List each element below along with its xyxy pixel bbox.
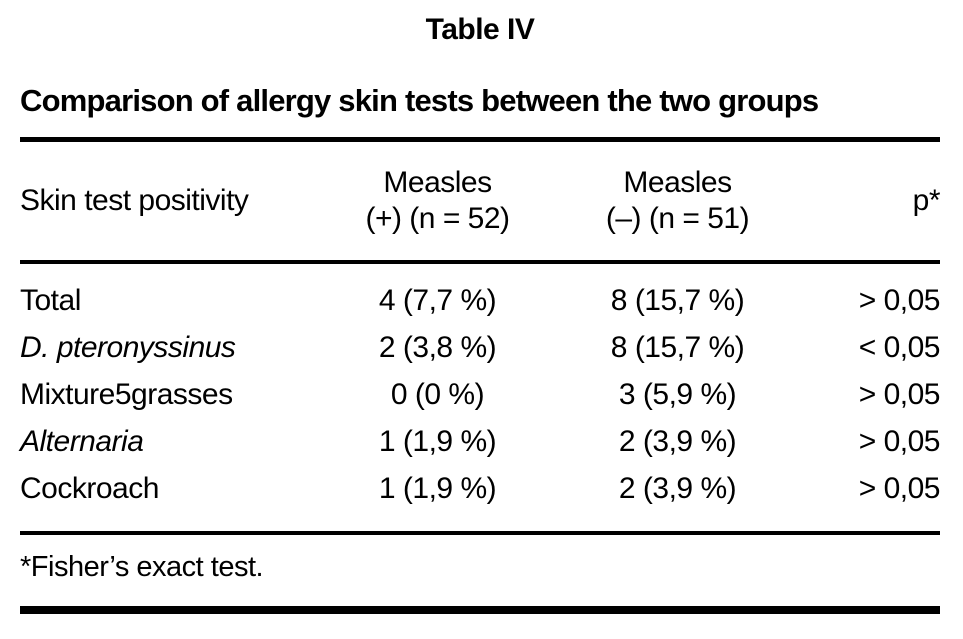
table-header-row: Skin test positivity Measles (+) (n = 52… [20, 142, 941, 260]
row-label: D. pteronyssinus [20, 330, 236, 364]
column-header-p-value: p* [912, 184, 941, 217]
table-body: Total 4 (7,7 %) 8 (15,7 %) > 0,05 D. pte… [20, 264, 941, 531]
column-header-measles-negative-line2: (–) (n = 51) [605, 202, 750, 235]
table-row-alternaria: Alternaria 1 (1,9 %) 2 (3,9 %) > 0,05 [20, 418, 941, 465]
cell-measles-positive: 1 (1,9 %) [378, 471, 497, 505]
cell-p-value: > 0,05 [858, 283, 941, 317]
cell-p-value: > 0,05 [858, 471, 941, 505]
table-row-d-pteronyssinus: D. pteronyssinus 2 (3,8 %) 8 (15,7 %) < … [20, 324, 941, 371]
table-row-mixture5grasses: Mixture5grasses 0 (0 %) 3 (5,9 %) > 0,05 [20, 371, 941, 418]
cell-p-value: > 0,05 [858, 424, 941, 458]
cell-measles-positive: 1 (1,9 %) [378, 424, 497, 458]
column-header-measles-negative: Measles (–) (n = 51) [555, 165, 800, 237]
cell-measles-negative: 3 (5,9 %) [618, 377, 737, 411]
row-label: Mixture5grasses [20, 377, 233, 411]
row-label: Total [20, 283, 81, 317]
row-label: Cockroach [20, 471, 159, 505]
table-title: Comparison of allergy skin tests between… [20, 83, 819, 118]
cell-measles-positive: 0 (0 %) [390, 377, 485, 411]
column-header-measles-positive-line1: Measles [383, 166, 492, 199]
table-footnote: *Fisher’s exact test. [20, 551, 264, 583]
table-number-label: Table IV [425, 13, 535, 46]
cell-measles-negative: 8 (15,7 %) [610, 283, 745, 317]
bottom-rule [20, 606, 940, 614]
cell-measles-negative: 2 (3,9 %) [618, 424, 737, 458]
cell-p-value: > 0,05 [858, 377, 941, 411]
header-rule [20, 260, 940, 264]
cell-p-value: < 0,05 [858, 330, 941, 364]
column-header-skin-test-positivity: Skin test positivity [20, 184, 249, 217]
column-header-measles-positive-line2: (+) (n = 52) [365, 202, 510, 235]
table-row-cockroach: Cockroach 1 (1,9 %) 2 (3,9 %) > 0,05 [20, 465, 941, 512]
top-rule [20, 137, 940, 142]
footer-rule [20, 531, 940, 535]
cell-measles-positive: 2 (3,8 %) [378, 330, 497, 364]
row-label: Alternaria [20, 424, 144, 458]
column-header-measles-negative-line1: Measles [623, 166, 732, 199]
cell-measles-positive: 4 (7,7 %) [378, 283, 497, 317]
cell-measles-negative: 8 (15,7 %) [610, 330, 745, 364]
column-header-measles-positive: Measles (+) (n = 52) [320, 165, 555, 237]
cell-measles-negative: 2 (3,9 %) [618, 471, 737, 505]
table-row-total: Total 4 (7,7 %) 8 (15,7 %) > 0,05 [20, 277, 941, 324]
